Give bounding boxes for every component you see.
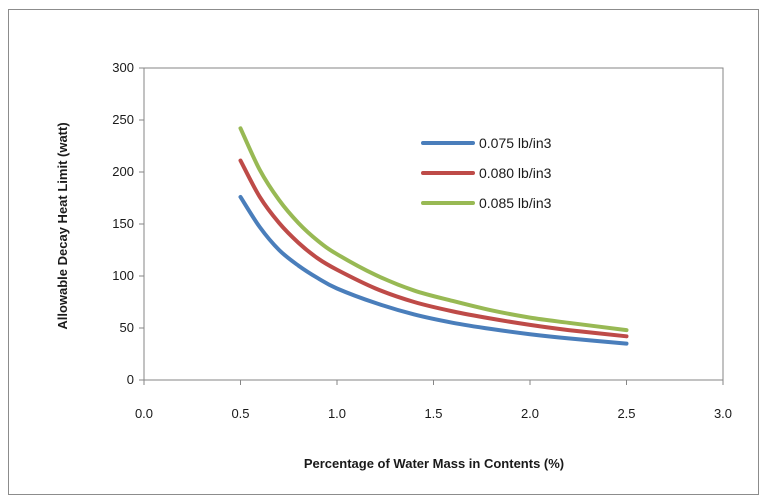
legend-label-0: 0.075 lb/in3 <box>479 135 552 151</box>
y-tick-label: 0 <box>127 372 134 387</box>
x-tick-label: 3.0 <box>714 406 732 421</box>
y-axis-title: Allowable Decay Heat Limit (watt) <box>55 122 70 329</box>
series-lines <box>238 126 629 346</box>
x-axis-title: Percentage of Water Mass in Contents (%) <box>304 456 564 471</box>
y-tick-label: 200 <box>112 164 134 179</box>
y-tick-label: 300 <box>112 60 134 75</box>
x-tick-label: 1.5 <box>424 406 442 421</box>
y-axis-ticks: 0 50 100 150 200 250 300 <box>112 60 144 387</box>
plot-area-border <box>143 67 724 381</box>
series-line-0 <box>238 194 629 346</box>
x-tick-label: 2.0 <box>521 406 539 421</box>
legend-label-2: 0.085 lb/in3 <box>479 195 552 211</box>
y-tick-label: 150 <box>112 216 134 231</box>
x-tick-label: 2.5 <box>617 406 635 421</box>
chart-area <box>8 9 759 495</box>
legend-label-1: 0.080 lb/in3 <box>479 165 552 181</box>
x-tick-label: 1.0 <box>328 406 346 421</box>
series-line-2 <box>238 126 629 333</box>
legend: 0.075 lb/in3 0.080 lb/in3 0.085 lb/in3 <box>421 135 552 211</box>
x-tick-label: 0.5 <box>231 406 249 421</box>
x-axis-ticks: 0.0 0.5 1.0 1.5 2.0 2.5 3.0 <box>135 380 732 421</box>
y-tick-label: 50 <box>120 320 134 335</box>
y-tick-label: 250 <box>112 112 134 127</box>
y-tick-label: 100 <box>112 268 134 283</box>
x-tick-label: 0.0 <box>135 406 153 421</box>
series-line-1 <box>238 158 629 339</box>
